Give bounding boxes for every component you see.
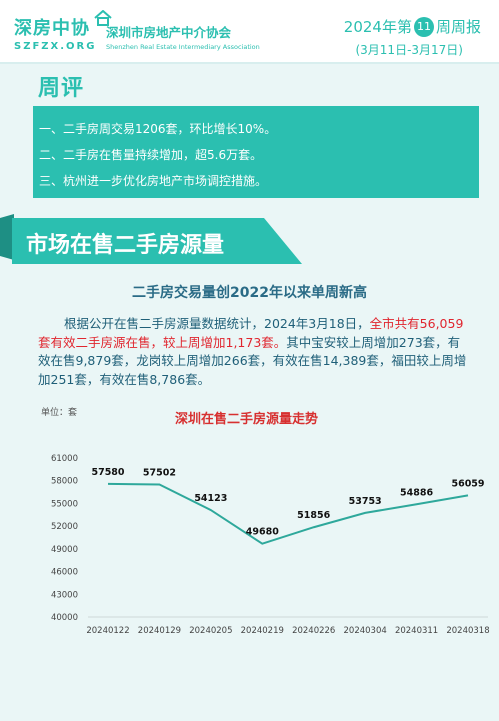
association-cn: 深圳市房地产中介协会 [106, 25, 232, 40]
logo: 深房中协 SZFZX.ORG [14, 10, 112, 52]
association-en: Shenzhen Real Estate Intermediary Associ… [106, 43, 260, 51]
banner-fold [0, 214, 14, 260]
y-tick-label: 49000 [51, 545, 78, 555]
y-tick-label: 61000 [51, 454, 78, 464]
report-suffix: 周周报 [435, 18, 481, 36]
review-tag: 周评 [38, 76, 85, 101]
section-title: 市场在售二手房源量 [26, 233, 225, 258]
report-date-range: (3月11日-3月17日) [355, 43, 463, 57]
header-divider [0, 62, 499, 64]
data-label: 53753 [349, 496, 382, 507]
data-label: 54123 [194, 493, 227, 504]
data-label: 57502 [143, 467, 176, 478]
chart-title: 深圳在售二手房源量走势 [175, 412, 319, 427]
review-item-3: 三、杭州进一步优化房地产市场调控措施。 [39, 174, 268, 188]
review-item-1: 一、二手房周交易1206套，环比增长10%。 [39, 122, 277, 136]
data-label: 56059 [451, 478, 484, 489]
data-label: 54886 [400, 487, 433, 498]
y-tick-label: 55000 [51, 499, 78, 509]
para-highlight: 全市共有56,059套有效二手房源在售，较上周增加1,173套。 [38, 316, 464, 350]
y-tick-label: 46000 [51, 568, 78, 578]
x-axis: 20240122 20240129 20240205 20240219 20240226… [86, 616, 490, 636]
para-part-2: 其中宝安较上周增加273套，有效在售9,879套，龙岗较上周增加266套，有效在… [38, 334, 467, 387]
report-info: 2024年第 11 周周报 (3月11日-3月17日) [344, 16, 481, 58]
x-tick-label: 20240304 [344, 626, 387, 636]
data-labels: 57580 57502 54123 49680 51856 53753 54886 56059 [91, 467, 484, 538]
data-label: 49680 [246, 527, 279, 538]
line-chart: 40000 43000 46000 49000 52000 55000 58000 61000… [51, 454, 490, 636]
review-item-2: 二、二手房在售量持续增加，超5.6万套。 [39, 148, 263, 162]
y-tick-label: 58000 [51, 477, 78, 487]
series-line [107, 482, 469, 545]
header: 深房中协 SZFZX.ORG 深圳市房地产中介协会 Shenzhen Real … [0, 0, 499, 62]
section-subtitle: 二手房交易量创2022年以来单周新高 [132, 285, 367, 301]
logo-domain: SZFZX.ORG [14, 41, 97, 52]
association-name: 深圳市房地产中介协会 Shenzhen Real Estate Intermed… [106, 22, 260, 51]
report-prefix: 2024年第 [343, 18, 412, 36]
x-tick-label: 20240219 [241, 626, 284, 636]
section-paragraph: 根据公开在售二手房源量数据统计，2024年3月18日，全市共有56,059套有效… [38, 315, 470, 389]
house-icon [94, 10, 112, 26]
y-tick-label: 52000 [51, 522, 78, 532]
week-number-badge: 11 [413, 17, 434, 37]
x-tick-label: 20240311 [395, 626, 438, 636]
y-axis: 40000 43000 46000 49000 52000 55000 58000 61000 [51, 454, 78, 623]
x-tick-label: 20240122 [86, 626, 129, 636]
x-tick-label: 20240318 [446, 626, 489, 636]
x-tick-label: 20240226 [292, 626, 335, 636]
data-label: 57580 [91, 467, 124, 478]
x-tick-label: 20240205 [189, 626, 232, 636]
data-label: 51856 [297, 510, 330, 521]
report-title: 2024年第 11 周周报 [344, 16, 481, 37]
y-tick-label: 40000 [51, 613, 78, 623]
x-tick-label: 20240129 [138, 626, 181, 636]
review-box: 一、二手房周交易1206套，环比增长10%。 二、二手房在售量持续增加，超5.6… [33, 106, 479, 198]
section-banner [12, 218, 302, 264]
para-part-1: 根据公开在售二手房源量数据统计，2024年3月18日， [64, 316, 370, 331]
y-tick-label: 43000 [51, 590, 78, 600]
chart-unit-label: 单位：套 [41, 408, 78, 418]
logo-text: 深房中协 [14, 18, 90, 39]
